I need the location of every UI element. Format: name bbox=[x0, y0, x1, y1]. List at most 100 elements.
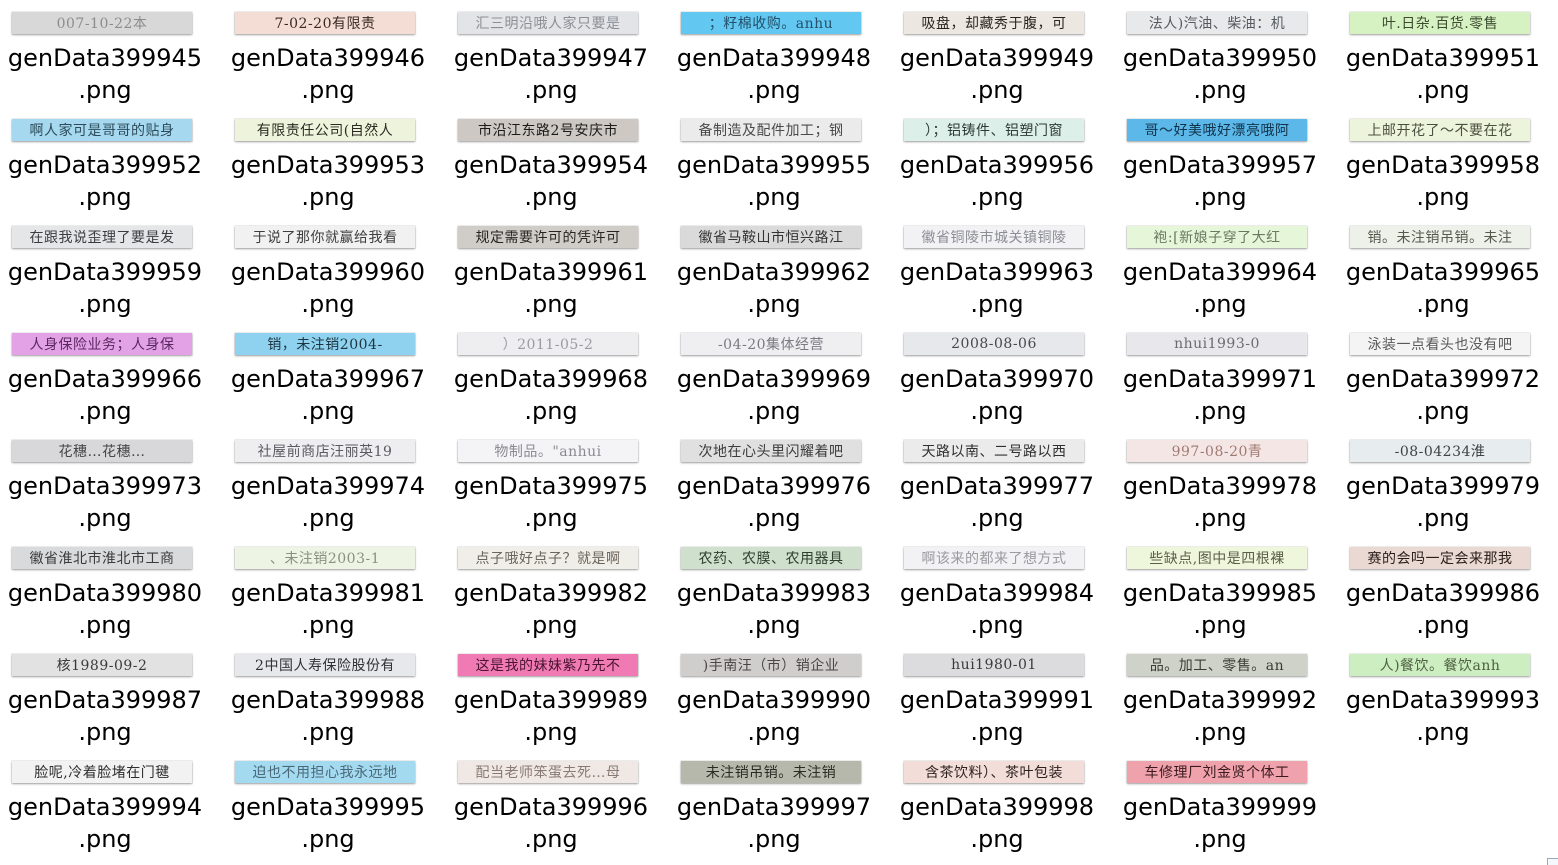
file-thumbnail[interactable]: 销。未注销吊销。未注 bbox=[1350, 226, 1530, 248]
file-name-label[interactable]: genData399945 .png bbox=[0, 42, 210, 106]
file-item[interactable]: 车修理厂刘金贤个体工 genData399999 .png bbox=[1115, 749, 1338, 856]
file-thumbnail[interactable]: 迫也不用担心我永远地 bbox=[235, 761, 415, 783]
file-thumbnail[interactable]: 规定需要许可的凭许可 bbox=[458, 226, 638, 248]
file-item[interactable]: 备制造及配件加工；钢 genData399955 .png bbox=[669, 107, 892, 214]
file-item[interactable]: nhui1993-0 genData399971 .png bbox=[1115, 321, 1338, 428]
file-thumbnail[interactable]: 核1989-09-2 bbox=[12, 654, 192, 676]
file-thumbnail[interactable]: 啊该来的都来了想方式 bbox=[904, 547, 1084, 569]
file-name-label[interactable]: genData399966 .png bbox=[0, 363, 210, 427]
file-thumbnail[interactable]: nhui1993-0 bbox=[1127, 333, 1307, 355]
file-name-label[interactable]: genData399984 .png bbox=[892, 577, 1102, 641]
file-name-label[interactable]: genData399988 .png bbox=[223, 684, 433, 748]
file-thumbnail[interactable]: 于说了那你就赢给我看 bbox=[235, 226, 415, 248]
file-thumbnail[interactable]: 在跟我说歪理了要是发 bbox=[12, 226, 192, 248]
file-name-label[interactable]: genData399979 .png bbox=[1338, 470, 1548, 534]
file-name-label[interactable]: genData399982 .png bbox=[446, 577, 656, 641]
file-item[interactable]: 、未注销2003-1 genData399981 .png bbox=[223, 535, 446, 642]
file-thumbnail[interactable]: 徽省铜陵市城关镇铜陵 bbox=[904, 226, 1084, 248]
file-item[interactable]: 007-10-22本 genData399945 .png bbox=[0, 0, 223, 107]
file-name-label[interactable]: genData399971 .png bbox=[1115, 363, 1325, 427]
file-item[interactable]: ）；铝铸件、铝塑门窗 genData399956 .png bbox=[892, 107, 1115, 214]
file-thumbnail[interactable]: 人)餐饮。餐饮anh bbox=[1350, 654, 1530, 676]
file-thumbnail[interactable]: 点子哦好点子？就是啊 bbox=[458, 547, 638, 569]
file-thumbnail[interactable]: 法人)汽油、柴油：机 bbox=[1127, 12, 1307, 34]
file-item[interactable]: 含茶饮料）、茶叶包装 genData399998 .png bbox=[892, 749, 1115, 856]
file-thumbnail[interactable]: 物制品。"anhui bbox=[458, 440, 638, 462]
file-name-label[interactable]: genData399994 .png bbox=[0, 791, 210, 855]
file-name-label[interactable]: genData399967 .png bbox=[223, 363, 433, 427]
file-name-label[interactable]: genData399972 .png bbox=[1338, 363, 1548, 427]
file-name-label[interactable]: genData399974 .png bbox=[223, 470, 433, 534]
file-name-label[interactable]: genData399998 .png bbox=[892, 791, 1102, 855]
file-thumbnail[interactable]: 销，未注销2004- bbox=[235, 333, 415, 355]
file-item[interactable]: 赛的会吗一定会来那我 genData399986 .png bbox=[1338, 535, 1558, 642]
file-name-label[interactable]: genData399951 .png bbox=[1338, 42, 1548, 106]
file-item[interactable]: -08-04234淮 genData399979 .png bbox=[1338, 428, 1558, 535]
file-item[interactable]: )手南汪（市）销企业 genData399990 .png bbox=[669, 642, 892, 749]
file-name-label[interactable]: genData399961 .png bbox=[446, 256, 656, 320]
file-name-label[interactable]: genData399950 .png bbox=[1115, 42, 1325, 106]
file-item[interactable]: 叶.日杂.百货.零售 genData399951 .png bbox=[1338, 0, 1558, 107]
file-name-label[interactable]: genData399989 .png bbox=[446, 684, 656, 748]
file-thumbnail[interactable]: 吸盘，却藏秀于腹，可 bbox=[904, 12, 1084, 34]
file-name-label[interactable]: genData399958 .png bbox=[1338, 149, 1548, 213]
file-thumbnail[interactable]: 人身保险业务；人身保 bbox=[12, 333, 192, 355]
file-thumbnail[interactable]: 备制造及配件加工；钢 bbox=[681, 119, 861, 141]
file-thumbnail[interactable]: 些缺点,图中是四根裸 bbox=[1127, 547, 1307, 569]
file-thumbnail[interactable]: 997-08-20青 bbox=[1127, 440, 1307, 462]
file-name-label[interactable]: genData399995 .png bbox=[223, 791, 433, 855]
file-item[interactable]: 袍:[新娘子穿了大红 genData399964 .png bbox=[1115, 214, 1338, 321]
file-name-label[interactable]: genData399949 .png bbox=[892, 42, 1102, 106]
file-thumbnail[interactable]: -08-04234淮 bbox=[1350, 440, 1530, 462]
file-item[interactable]: 这是我的妹妹紫乃先不 genData399989 .png bbox=[446, 642, 669, 749]
file-item[interactable]: 于说了那你就赢给我看 genData399960 .png bbox=[223, 214, 446, 321]
file-thumbnail[interactable]: 花穗…花穗… bbox=[12, 440, 192, 462]
file-thumbnail[interactable]: 这是我的妹妹紫乃先不 bbox=[458, 654, 638, 676]
file-name-label[interactable]: genData399975 .png bbox=[446, 470, 656, 534]
file-name-label[interactable]: genData399952 .png bbox=[0, 149, 210, 213]
file-item[interactable]: 些缺点,图中是四根裸 genData399985 .png bbox=[1115, 535, 1338, 642]
file-item[interactable]: ）2011-05-2 genData399968 .png bbox=[446, 321, 669, 428]
file-item[interactable]: 啊该来的都来了想方式 genData399984 .png bbox=[892, 535, 1115, 642]
file-name-label[interactable]: genData399960 .png bbox=[223, 256, 433, 320]
file-thumbnail[interactable]: 徽省淮北市淮北市工商 bbox=[12, 547, 192, 569]
file-name-label[interactable]: genData399948 .png bbox=[669, 42, 879, 106]
file-item[interactable]: 7-02-20有限责 genData399946 .png bbox=[223, 0, 446, 107]
file-thumbnail[interactable]: 啊人家可是哥哥的贴身 bbox=[12, 119, 192, 141]
file-item[interactable]: 泳装一点看头也没有吧 genData399972 .png bbox=[1338, 321, 1558, 428]
file-thumbnail[interactable]: 哥～好美哦好漂亮哦阿 bbox=[1127, 119, 1307, 141]
file-item[interactable]: 哥～好美哦好漂亮哦阿 genData399957 .png bbox=[1115, 107, 1338, 214]
file-name-label[interactable]: genData399964 .png bbox=[1115, 256, 1325, 320]
file-name-label[interactable]: genData399999 .png bbox=[1115, 791, 1325, 855]
file-thumbnail[interactable]: 脸呢,冷着脸堵在门毽 bbox=[12, 761, 192, 783]
file-item[interactable]: 配当老师笨蛋去死…母 genData399996 .png bbox=[446, 749, 669, 856]
file-item[interactable]: ；籽棉收购。anhu genData399948 .png bbox=[669, 0, 892, 107]
file-item[interactable]: 法人)汽油、柴油：机 genData399950 .png bbox=[1115, 0, 1338, 107]
file-item[interactable]: 有限责任公司(自然人 genData399953 .png bbox=[223, 107, 446, 214]
file-thumbnail[interactable]: 含茶饮料）、茶叶包装 bbox=[904, 761, 1084, 783]
file-item[interactable]: 规定需要许可的凭许可 genData399961 .png bbox=[446, 214, 669, 321]
file-name-label[interactable]: genData399959 .png bbox=[0, 256, 210, 320]
file-name-label[interactable]: genData399983 .png bbox=[669, 577, 879, 641]
file-thumbnail[interactable]: 赛的会吗一定会来那我 bbox=[1350, 547, 1530, 569]
file-item[interactable]: 物制品。"anhui genData399975 .png bbox=[446, 428, 669, 535]
file-thumbnail[interactable]: 007-10-22本 bbox=[12, 12, 192, 34]
file-thumbnail[interactable]: 配当老师笨蛋去死…母 bbox=[458, 761, 638, 783]
file-thumbnail[interactable]: 袍:[新娘子穿了大红 bbox=[1127, 226, 1307, 248]
file-item[interactable]: 迫也不用担心我永远地 genData399995 .png bbox=[223, 749, 446, 856]
file-thumbnail[interactable]: 市沿江东路2号安庆市 bbox=[458, 119, 638, 141]
file-name-label[interactable]: genData399963 .png bbox=[892, 256, 1102, 320]
file-thumbnail[interactable]: 品。加工、零售。an bbox=[1127, 654, 1307, 676]
file-name-label[interactable]: genData399981 .png bbox=[223, 577, 433, 641]
file-item[interactable]: 品。加工、零售。an genData399992 .png bbox=[1115, 642, 1338, 749]
file-item[interactable]: 在跟我说歪理了要是发 genData399959 .png bbox=[0, 214, 223, 321]
file-thumbnail[interactable]: 天路以南、二号路以西 bbox=[904, 440, 1084, 462]
file-item[interactable]: 农药、农膜、农用器具 genData399983 .png bbox=[669, 535, 892, 642]
file-name-label[interactable]: genData399997 .png bbox=[669, 791, 879, 855]
file-thumbnail[interactable]: 7-02-20有限责 bbox=[235, 12, 415, 34]
file-name-label[interactable]: genData399987 .png bbox=[0, 684, 210, 748]
file-item[interactable]: 2中国人寿保险股份有 genData399988 .png bbox=[223, 642, 446, 749]
file-name-label[interactable]: genData399973 .png bbox=[0, 470, 210, 534]
file-name-label[interactable]: genData399965 .png bbox=[1338, 256, 1548, 320]
file-item[interactable]: 啊人家可是哥哥的贴身 genData399952 .png bbox=[0, 107, 223, 214]
